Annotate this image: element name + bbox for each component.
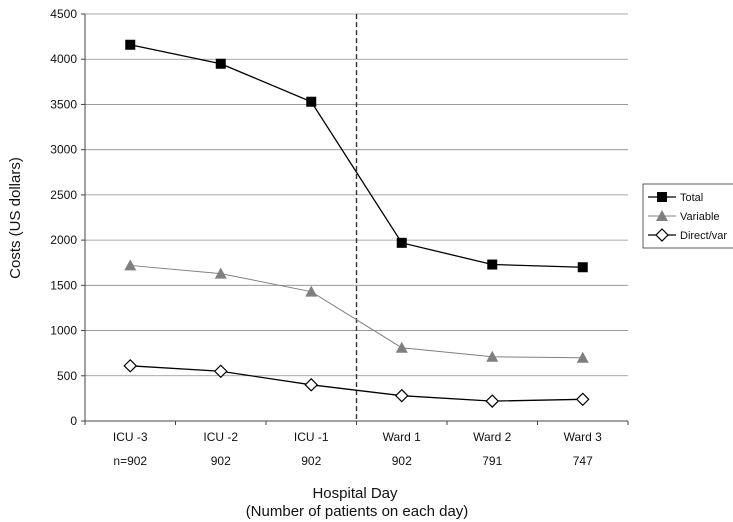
data-point (304, 377, 319, 392)
x-tick-label: Ward 3 (564, 430, 603, 444)
x-tick-labels: ICU -3 n=902 ICU -2 902 ICU -1 902 Ward 1 902 Wa… (113, 430, 602, 468)
series-line (130, 365, 583, 402)
y-tick-label: 500 (57, 369, 77, 383)
y-tick-label: 4500 (50, 7, 77, 21)
x-count-label: 902 (301, 454, 321, 468)
data-point (486, 350, 499, 362)
legend-item: Variable (648, 210, 720, 223)
data-point (213, 364, 228, 379)
data-point (306, 96, 317, 107)
legend-label: Total (680, 192, 703, 204)
y-tick-label: 1500 (50, 278, 77, 292)
y-tick-label: 3500 (50, 97, 77, 111)
legend: Total Variable Direct/var (642, 183, 733, 249)
x-tick-label: ICU -1 (294, 430, 329, 444)
x-axis-title-line2: (Number of patients on each day) (246, 503, 469, 520)
legend-marker (656, 210, 668, 221)
data-point (215, 58, 226, 69)
series-variable (124, 259, 589, 363)
data-point (577, 262, 588, 273)
legend-label: Variable (680, 211, 720, 223)
x-count-label: 902 (392, 454, 412, 468)
y-tick-label: 3000 (50, 143, 77, 157)
data-point (395, 341, 408, 353)
data-point (214, 267, 227, 279)
data-point (123, 358, 138, 373)
series-total (125, 39, 588, 273)
data-point (125, 39, 136, 50)
legend-marker (657, 192, 667, 202)
data-point (576, 351, 589, 363)
series-line (130, 264, 583, 359)
x-tick-label: Ward 1 (383, 430, 422, 444)
y-tick-label: 2000 (50, 233, 77, 247)
y-tick-label: 2500 (50, 188, 77, 202)
x-count-label: n=902 (113, 454, 147, 468)
legend-item: Direct/var (648, 228, 727, 242)
data-point (124, 259, 137, 271)
x-tick-label: ICU -3 (113, 430, 148, 444)
data-point (396, 237, 407, 248)
axes (81, 13, 629, 425)
data-point (305, 285, 318, 297)
x-axis-title-line1: Hospital Day (312, 485, 398, 502)
series-direct-var (123, 358, 590, 408)
data-point (485, 394, 500, 408)
data-point (575, 392, 590, 407)
x-count-label: 902 (211, 454, 231, 468)
x-tick-label: ICU -2 (203, 430, 238, 444)
y-tick-label: 1000 (50, 324, 77, 338)
legend-label: Direct/var (680, 230, 727, 242)
x-tick-label: Ward 2 (473, 430, 512, 444)
y-tick-label: 0 (70, 414, 77, 428)
y-tick-labels: 0 500 1000 1500 2000 2500 3000 3500 4000 4500 (50, 7, 77, 428)
x-count-label: 747 (573, 454, 593, 468)
x-count-label: 791 (482, 454, 502, 468)
data-point (487, 259, 498, 270)
y-tick-label: 4000 (50, 52, 77, 66)
data-point (394, 388, 409, 403)
series-line (130, 44, 583, 268)
series (123, 39, 590, 408)
legend-item: Total (648, 192, 703, 204)
legend-marker (655, 228, 669, 242)
y-axis-title: Costs (US dollars) (7, 157, 24, 279)
